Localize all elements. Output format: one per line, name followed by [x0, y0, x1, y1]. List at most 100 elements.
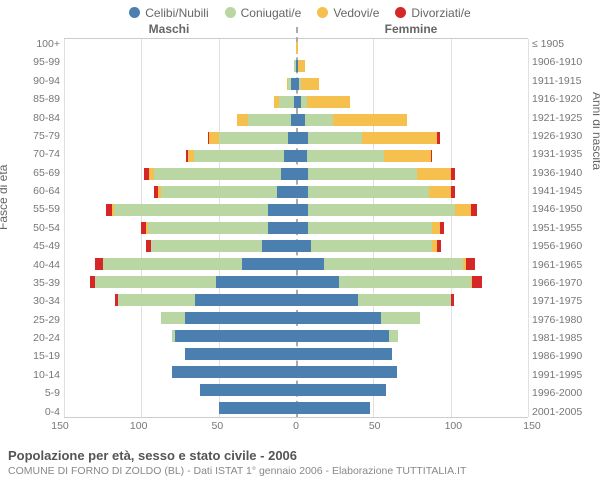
bar-seg-single — [296, 150, 307, 162]
pyramid-row — [64, 131, 528, 145]
gender-headers: Maschi Femmine — [8, 22, 592, 36]
bar-seg-single — [296, 132, 308, 144]
bar-seg-married — [95, 276, 216, 288]
pyramid-row — [64, 311, 528, 325]
pyramid-row — [64, 203, 528, 217]
age-tick: 0-4 — [8, 407, 60, 418]
bar-seg-single — [296, 330, 389, 342]
bar-seg-single — [219, 402, 296, 414]
age-tick: 90-94 — [8, 76, 60, 87]
age-tick: 85-89 — [8, 94, 60, 105]
bar-seg-single — [296, 204, 308, 216]
pyramid-row — [64, 329, 528, 343]
bar-seg-single — [296, 258, 324, 270]
x-axis: 15010050050100150 — [8, 420, 592, 434]
pyramid-row — [64, 257, 528, 271]
bar-seg-divorced — [451, 168, 456, 180]
bar-seg-single — [288, 132, 296, 144]
bar-seg-married — [307, 150, 384, 162]
age-tick: 95-99 — [8, 57, 60, 68]
pyramid-row — [64, 59, 528, 73]
age-tick: 80-84 — [8, 113, 60, 124]
bar-seg-single — [296, 312, 381, 324]
age-tick: 70-74 — [8, 149, 60, 160]
bar-seg-widowed — [209, 132, 218, 144]
pyramid-row — [64, 77, 528, 91]
bar-seg-married — [194, 150, 284, 162]
age-tick: 50-54 — [8, 223, 60, 234]
age-tick: 65-69 — [8, 168, 60, 179]
bar-seg-married — [103, 258, 242, 270]
age-tick: 10-14 — [8, 370, 60, 381]
pyramid-row — [64, 185, 528, 199]
bar-seg-single — [296, 366, 397, 378]
bar-seg-widowed — [417, 168, 451, 180]
bar-seg-single — [242, 258, 296, 270]
age-tick: 30-34 — [8, 296, 60, 307]
age-tick: 100+ — [8, 39, 60, 50]
bar-seg-single — [296, 402, 370, 414]
bar-seg-married — [151, 240, 262, 252]
bar-seg-married — [308, 186, 429, 198]
bar-seg-widowed — [362, 132, 436, 144]
birth-tick: 1911-1915 — [532, 76, 592, 87]
bar-seg-widowed — [296, 42, 298, 54]
bar-seg-married — [118, 294, 195, 306]
age-tick: 55-59 — [8, 204, 60, 215]
pyramid-row — [64, 95, 528, 109]
bar-seg-married — [305, 114, 333, 126]
bar-seg-widowed — [455, 204, 470, 216]
age-tick: 60-64 — [8, 186, 60, 197]
bar-seg-single — [281, 168, 296, 180]
bar-seg-single — [175, 330, 296, 342]
bar-seg-single — [172, 366, 296, 378]
chart-footer: Popolazione per età, sesso e stato civil… — [8, 448, 592, 477]
birth-tick: ≤ 1905 — [532, 39, 592, 50]
plot-area: 100+ 95-99 90-94 85-89 80-84 75-79 70-74 65-69 6… — [8, 38, 592, 418]
bar-seg-single — [216, 276, 296, 288]
bar-seg-single — [200, 384, 296, 396]
birth-tick: 1956-1960 — [532, 241, 592, 252]
x-tick: 100 — [130, 420, 148, 432]
chart-title: Popolazione per età, sesso e stato civil… — [8, 448, 592, 463]
bar-seg-married — [114, 204, 269, 216]
bar-seg-single — [296, 186, 308, 198]
bar-seg-widowed — [432, 222, 440, 234]
x-tick: 100 — [445, 420, 463, 432]
bar-seg-widowed — [298, 60, 306, 72]
birth-tick: 1966-1970 — [532, 278, 592, 289]
bar-seg-married — [148, 222, 269, 234]
bar-seg-divorced — [95, 258, 103, 270]
bar-seg-married — [381, 312, 420, 324]
birth-tick: 1961-1965 — [532, 260, 592, 271]
bar-seg-single — [296, 348, 392, 360]
pyramid-row — [64, 293, 528, 307]
age-tick: 40-44 — [8, 260, 60, 271]
age-tick: 20-24 — [8, 333, 60, 344]
birth-tick: 1946-1950 — [532, 204, 592, 215]
bar-seg-single — [296, 384, 386, 396]
bar-seg-single — [195, 294, 296, 306]
birth-tick: 1906-1910 — [532, 57, 592, 68]
bar-seg-divorced — [437, 132, 440, 144]
bar-seg-married — [308, 204, 455, 216]
birth-tick: 1991-1995 — [532, 370, 592, 381]
pyramid-row — [64, 167, 528, 181]
age-tick: 75-79 — [8, 131, 60, 142]
bar-seg-married — [279, 96, 294, 108]
bar-seg-single — [284, 150, 296, 162]
age-tick: 45-49 — [8, 241, 60, 252]
bar-seg-divorced — [451, 294, 454, 306]
bar-seg-divorced — [451, 186, 456, 198]
legend-item: Divorziati/e — [395, 6, 470, 20]
pyramid-row — [64, 383, 528, 397]
birth-tick: 2001-2005 — [532, 407, 592, 418]
age-tick: 35-39 — [8, 278, 60, 289]
bar-seg-single — [296, 276, 339, 288]
bar-seg-single — [262, 240, 296, 252]
bar-seg-widowed — [307, 96, 350, 108]
legend-item: Coniugati/e — [225, 6, 302, 20]
x-tick: 50 — [369, 420, 381, 432]
population-pyramid-chart: Celibi/NubiliConiugati/eVedovi/eDivorzia… — [0, 0, 600, 500]
x-tick: 150 — [523, 420, 541, 432]
